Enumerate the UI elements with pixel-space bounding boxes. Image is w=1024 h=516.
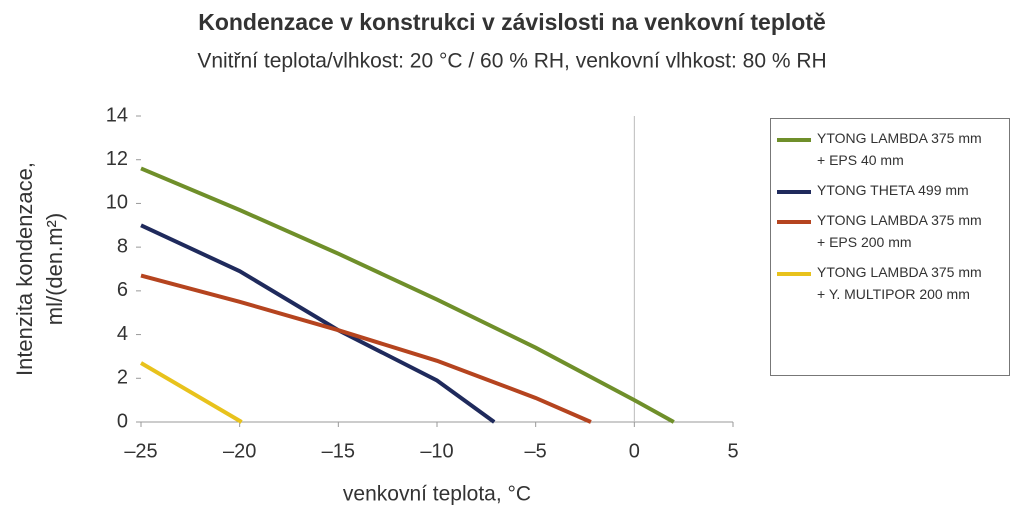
y-tick-label: 6 (117, 279, 128, 301)
legend-label: YTONG THETA 499 mm (817, 182, 969, 198)
legend-swatch (777, 220, 811, 224)
x-tick-label: 5 (727, 440, 738, 462)
legend-item: YTONG THETA 499 mm (777, 182, 1003, 201)
legend-label: YTONG LAMBDA 375 mm + EPS 40 mm (817, 130, 982, 168)
series-line (140, 273, 592, 424)
legend-swatch (777, 190, 811, 194)
y-tick-label: 2 (117, 367, 128, 389)
series-line (140, 166, 675, 424)
legend-item: YTONG LAMBDA 375 mm + EPS 200 mm (777, 212, 1003, 253)
legend-swatch (777, 272, 811, 276)
x-tick-label: –5 (525, 440, 547, 462)
legend: YTONG LAMBDA 375 mm + EPS 40 mm YTONG THE… (770, 118, 1010, 376)
legend-item: YTONG LAMBDA 375 mm + Y. MULTIPOR 200 mm (777, 264, 1003, 305)
x-tick-label: 0 (629, 440, 640, 462)
y-axis-label: Intenzita kondenzace, ml/(den.m²) (12, 161, 67, 377)
x-tick-label: –20 (223, 440, 256, 462)
legend-label: YTONG LAMBDA 375 mm + EPS 200 mm (817, 212, 982, 250)
chart-title: Kondenzace v konstrukci v závislosti na … (198, 9, 826, 35)
x-tick-label: –25 (124, 440, 157, 462)
legend-item: YTONG LAMBDA 375 mm + EPS 40 mm (777, 130, 1003, 171)
x-tick-label: –10 (420, 440, 453, 462)
y-tick-label: 12 (106, 148, 128, 170)
legend-label: YTONG LAMBDA 375 mm + Y. MULTIPOR 200 mm (817, 264, 982, 302)
legend-swatch (777, 138, 811, 142)
y-tick-label: 0 (117, 410, 128, 432)
y-tick-label: 10 (106, 192, 128, 214)
x-tick-label: –15 (322, 440, 355, 462)
series-line (139, 361, 243, 424)
x-axis-label: venkovní teplota, °C (343, 483, 531, 506)
y-tick-label: 4 (117, 323, 128, 345)
chart-subtitle: Vnitřní teplota/vlhkost: 20 °C / 60 % RH… (197, 50, 826, 73)
y-tick-label: 8 (117, 235, 128, 257)
y-tick-label: 14 (106, 104, 128, 126)
